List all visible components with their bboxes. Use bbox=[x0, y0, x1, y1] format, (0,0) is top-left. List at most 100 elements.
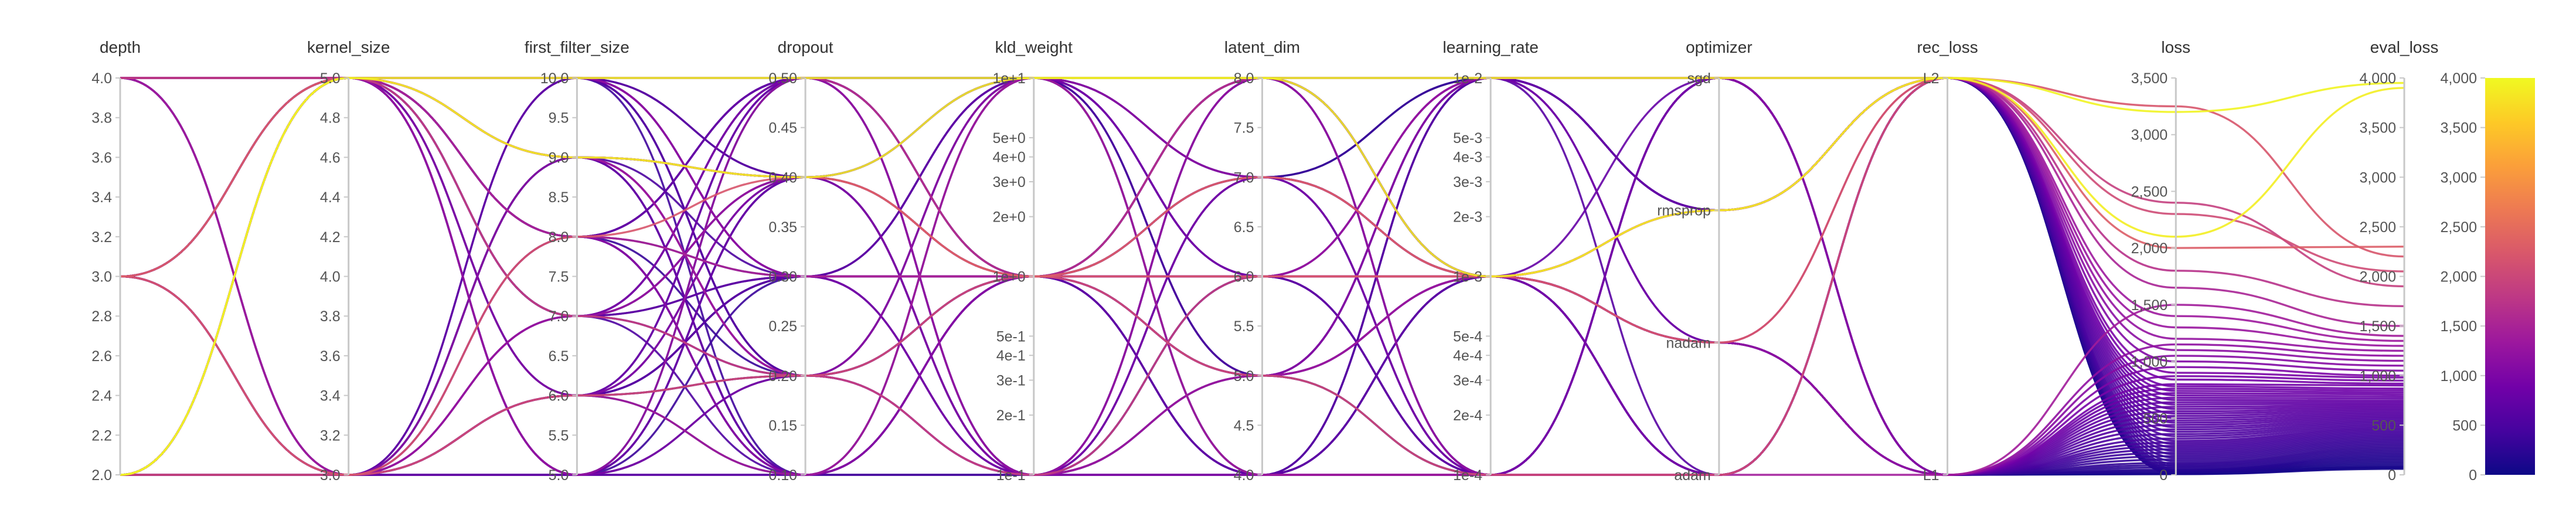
tick-label: 3,500 bbox=[2359, 120, 2396, 137]
tick-label: 0.40 bbox=[768, 169, 797, 186]
tick-label: 3.4 bbox=[91, 189, 112, 206]
colorbar-tick-label: 500 bbox=[2452, 417, 2477, 434]
tick-label: 2,000 bbox=[2359, 269, 2396, 285]
axis-first-filter-size[interactable]: first_filter_size 5.0 5.5 6.0 6.5 7.0 7.5 8.0 8.… bbox=[525, 38, 629, 484]
tick-label: 3.8 bbox=[320, 308, 341, 325]
tick-label: 5e-4 bbox=[1453, 328, 1482, 345]
tick-label: 0.35 bbox=[768, 219, 797, 236]
tick-label: 8.0 bbox=[1234, 70, 1254, 87]
tick-label: 10.0 bbox=[540, 70, 569, 87]
axis-depth[interactable]: depth 2.0 2.2 2.4 2.6 2.8 3.0 3.2 3.4 3.6 3.8 4.0 bbox=[91, 38, 141, 484]
colorbar: 0 500 1,000 1,500 2,000 2,500 3,000 3,500 4,000 bbox=[2440, 70, 2535, 484]
tick-label: 3,500 bbox=[2131, 70, 2168, 87]
axis-title: dropout bbox=[778, 38, 833, 56]
tick-label: 4e-3 bbox=[1453, 149, 1482, 166]
tick-label: 2.0 bbox=[91, 467, 112, 484]
axis-dropout[interactable]: dropout 0.10 0.15 0.20 0.25 0.30 0.35 0.40 0.45 0… bbox=[768, 38, 833, 484]
tick-label: 0.10 bbox=[768, 467, 797, 484]
axis-loss[interactable]: loss 0 500 1,000 1,500 2,000 2,500 3,000 3,500 bbox=[2131, 38, 2190, 484]
run-line bbox=[120, 77, 2405, 476]
tick-label: 2.8 bbox=[91, 308, 112, 325]
tick-label: 9.0 bbox=[549, 149, 569, 166]
tick-label: 0 bbox=[2388, 467, 2396, 484]
tick-label: 3.2 bbox=[320, 427, 341, 444]
axis-title: latent_dim bbox=[1224, 38, 1300, 56]
run-line bbox=[120, 77, 2405, 476]
tick-label: 9.5 bbox=[549, 110, 569, 127]
tick-label: 3e-1 bbox=[996, 372, 1026, 389]
tick-label: 500 bbox=[2371, 417, 2396, 434]
tick-label: 4.4 bbox=[320, 189, 341, 206]
colorbar-tick-label: 1,000 bbox=[2440, 368, 2477, 385]
tick-label: 1e-4 bbox=[1453, 467, 1482, 484]
axis-eval-loss[interactable]: eval_loss 0 500 1,000 1,500 2,000 2,500 3,000 3,… bbox=[2359, 38, 2438, 484]
tick-label: 2e-1 bbox=[996, 407, 1026, 424]
tick-label: 3.6 bbox=[91, 149, 112, 166]
axis-learning-rate[interactable]: learning_rate 1e-4 2e-4 3e-4 4e-4 5e-4 1e-3 2e-… bbox=[1442, 38, 1538, 484]
tick-label: 5.0 bbox=[549, 467, 569, 484]
tick-label: 3e+0 bbox=[992, 174, 1025, 191]
tick-label: 0.30 bbox=[768, 269, 797, 285]
tick-label: 3.0 bbox=[320, 467, 341, 484]
tick-label: 4,000 bbox=[2359, 70, 2396, 87]
tick-label: 4.5 bbox=[1234, 417, 1254, 434]
tick-label: 0.15 bbox=[768, 417, 797, 434]
tick-label: 4.8 bbox=[320, 110, 341, 127]
tick-label: 1e-3 bbox=[1453, 269, 1482, 285]
tick-label: 1e+0 bbox=[992, 269, 1025, 285]
axis-rec-loss[interactable]: rec_loss L1 L2 bbox=[1917, 38, 1978, 484]
tick-label: 4.6 bbox=[320, 149, 341, 166]
colorbar-tick-label: 1,500 bbox=[2440, 318, 2477, 335]
colorbar-tick-label: 0 bbox=[2469, 467, 2477, 484]
tick-label: 7.0 bbox=[549, 308, 569, 325]
axis-kld-weight[interactable]: kld_weight 1e-1 2e-1 3e-1 4e-1 5e-1 1e+0 2e+0 3e… bbox=[992, 38, 1073, 484]
tick-label: 3e-4 bbox=[1453, 372, 1482, 389]
axis-title: first_filter_size bbox=[525, 38, 629, 56]
tick-label: 3.6 bbox=[320, 348, 341, 365]
axis-kernel-size[interactable]: kernel_size 3.0 3.2 3.4 3.6 3.8 4.0 4.2 4.4 4.6 4.… bbox=[307, 38, 390, 484]
tick-label: 8.5 bbox=[549, 189, 569, 206]
run-line bbox=[120, 77, 2405, 476]
tick-label: 5e-1 bbox=[996, 328, 1026, 345]
tick-label: 2.4 bbox=[91, 388, 112, 404]
tick-label: L1 bbox=[1923, 467, 1939, 484]
tick-label: 7.5 bbox=[549, 269, 569, 285]
tick-label: 3.4 bbox=[320, 388, 341, 404]
tick-label: 5.0 bbox=[1234, 368, 1254, 385]
tick-label: 2.2 bbox=[91, 427, 112, 444]
tick-label: 4.0 bbox=[91, 70, 112, 87]
tick-label: 0.45 bbox=[768, 120, 797, 137]
tick-label: 1e-2 bbox=[1453, 70, 1482, 87]
axis-title: kernel_size bbox=[307, 38, 390, 56]
run-line bbox=[120, 77, 2405, 476]
tick-label: 2e+0 bbox=[992, 209, 1025, 226]
axis-optimizer[interactable]: optimizer adam nadam rmsprop sgd bbox=[1657, 38, 1752, 484]
run-line bbox=[120, 77, 2405, 476]
tick-label: 3.0 bbox=[91, 269, 112, 285]
tick-label: adam bbox=[1674, 467, 1711, 484]
tick-label: 0.25 bbox=[768, 318, 797, 335]
colorbar-tick-label: 2,500 bbox=[2440, 219, 2477, 236]
axis-title: kld_weight bbox=[995, 38, 1073, 56]
tick-label: L2 bbox=[1923, 70, 1939, 87]
tick-label: nadam bbox=[1666, 335, 1710, 351]
tick-label: 5.5 bbox=[549, 427, 569, 444]
tick-label: 2e-4 bbox=[1453, 407, 1482, 424]
tick-label: 4e+0 bbox=[992, 149, 1025, 166]
colorbar-tick-label: 3,000 bbox=[2440, 169, 2477, 186]
axis-latent-dim[interactable]: latent_dim 4.0 4.5 5.0 5.5 6.0 6.5 7.0 7.5 8.0 bbox=[1224, 38, 1300, 484]
tick-label: 0.50 bbox=[768, 70, 797, 87]
axis-title: rec_loss bbox=[1917, 38, 1978, 56]
colorbar-tick-label: 2,000 bbox=[2440, 269, 2477, 285]
tick-label: 7.0 bbox=[1234, 169, 1254, 186]
axes: depth2.02.22.42.62.83.03.23.43.63.84.0ke… bbox=[91, 38, 2438, 484]
tick-label: 1e-1 bbox=[996, 467, 1026, 484]
tick-label: 4.2 bbox=[320, 229, 341, 246]
tick-label: sgd bbox=[1687, 70, 1711, 87]
tick-label: 0.20 bbox=[768, 368, 797, 385]
axis-title: eval_loss bbox=[2370, 38, 2439, 56]
tick-label: 5.0 bbox=[320, 70, 341, 87]
tick-label: 4.0 bbox=[1234, 467, 1254, 484]
axis-title: learning_rate bbox=[1442, 38, 1538, 56]
